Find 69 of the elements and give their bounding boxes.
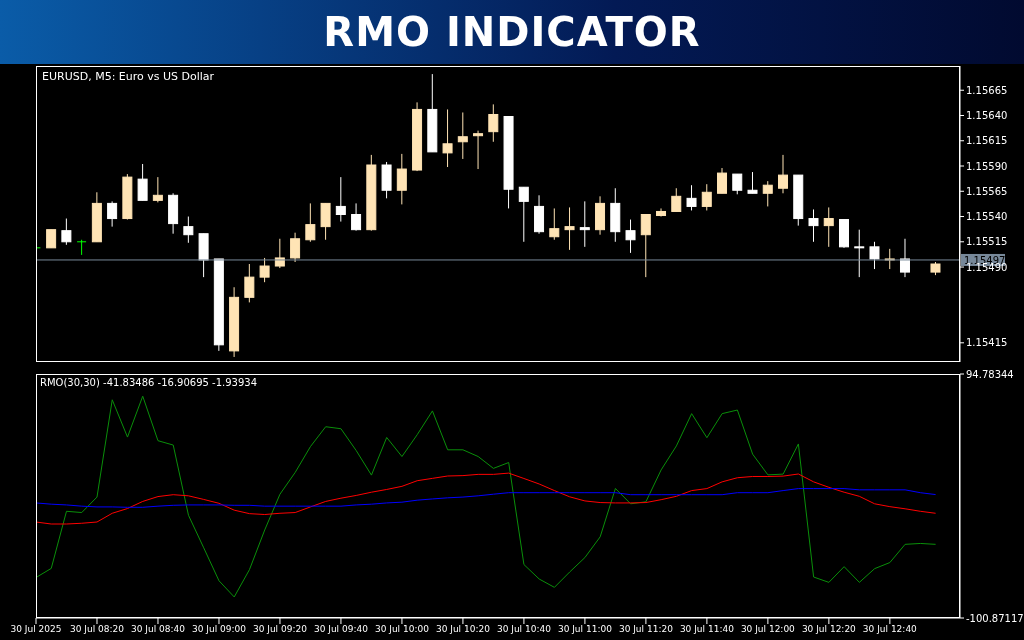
candlestick (564, 206, 575, 251)
x-tick-label: 30 Jul 10:00 (374, 624, 430, 635)
candlestick (869, 241, 880, 270)
candlestick (549, 207, 560, 241)
y-tick-label: 1.15615 (966, 135, 1008, 147)
candlestick (305, 202, 316, 243)
candlestick (107, 200, 118, 228)
candlestick (686, 184, 697, 211)
candlestick (351, 202, 362, 232)
x-tick-label: 30 Jul 2025 (10, 624, 62, 635)
x-tick-label: 30 Jul 11:20 (618, 624, 674, 635)
y-tick-label: -100.87117 (966, 612, 1024, 624)
candlestick (335, 176, 346, 223)
x-tick-label: 30 Jul 09:40 (313, 624, 369, 635)
chart-subtitle: EURUSD, M5: Euro vs US Dollar (42, 70, 215, 83)
x-tick-label: 30 Jul 12:40 (862, 624, 918, 635)
x-tick-label: 30 Jul 08:40 (130, 624, 186, 635)
candlestick (579, 200, 590, 248)
candlestick (488, 103, 499, 143)
candlestick (823, 206, 834, 248)
line-series (36, 488, 937, 508)
candlestick (854, 229, 865, 278)
y-tick-label: 1.15640 (966, 110, 1008, 122)
line-series (36, 395, 937, 598)
y-tick-label: 1.15590 (966, 160, 1008, 172)
y-tick-label: 1.15665 (966, 84, 1008, 96)
y-tick-label: 1.15415 (966, 337, 1008, 349)
candlestick (717, 167, 728, 194)
candlestick (671, 187, 682, 212)
candlestick (320, 202, 331, 241)
candlestick (625, 219, 636, 254)
chart-title: RMO INDICATOR (0, 0, 1024, 64)
candlestick (290, 232, 301, 263)
candlestick (396, 153, 407, 205)
candlestick (137, 163, 148, 201)
line-series (36, 472, 937, 525)
candlestick (747, 171, 758, 194)
x-tick-label: 30 Jul 09:00 (191, 624, 247, 635)
y-tick-label: 94.78344 (966, 368, 1014, 380)
candlestick (473, 130, 484, 170)
candlestick (701, 183, 712, 211)
candlestick (76, 239, 87, 256)
x-tick-label: 30 Jul 11:40 (679, 624, 735, 635)
x-tick-label: 30 Jul 11:00 (557, 624, 613, 635)
x-tick-label: 30 Jul 12:00 (740, 624, 796, 635)
x-tick-label: 30 Jul 09:20 (252, 624, 308, 635)
candlestick (259, 257, 270, 283)
y-tick-label: 1.15515 (966, 236, 1008, 248)
chart-title: RMO(30,30) -41.83486 -16.90695 -1.93934 (40, 377, 258, 388)
x-tick-label: 30 Jul 08:20 (70, 624, 125, 635)
y-tick-label: 1.15565 (966, 185, 1008, 197)
candlestick (762, 180, 773, 207)
candlestick (183, 216, 194, 244)
candlestick (808, 208, 819, 243)
candlestick (778, 154, 789, 194)
candlestick (732, 173, 743, 195)
candlestick (518, 186, 529, 243)
candlestick (152, 176, 163, 203)
candlestick (244, 263, 255, 303)
x-tick-label: 30 Jul 10:20 (435, 624, 491, 635)
x-tick-label: 30 Jul 12:20 (801, 624, 857, 635)
candlestick (457, 111, 468, 160)
candlestick (640, 214, 651, 278)
y-tick-label: 1.15540 (966, 211, 1008, 223)
candlestick (46, 229, 57, 249)
candlestick (442, 108, 453, 168)
candlestick (656, 207, 667, 218)
x-tick-label: 30 Jul 10:40 (496, 624, 552, 635)
candlestick (61, 218, 72, 246)
